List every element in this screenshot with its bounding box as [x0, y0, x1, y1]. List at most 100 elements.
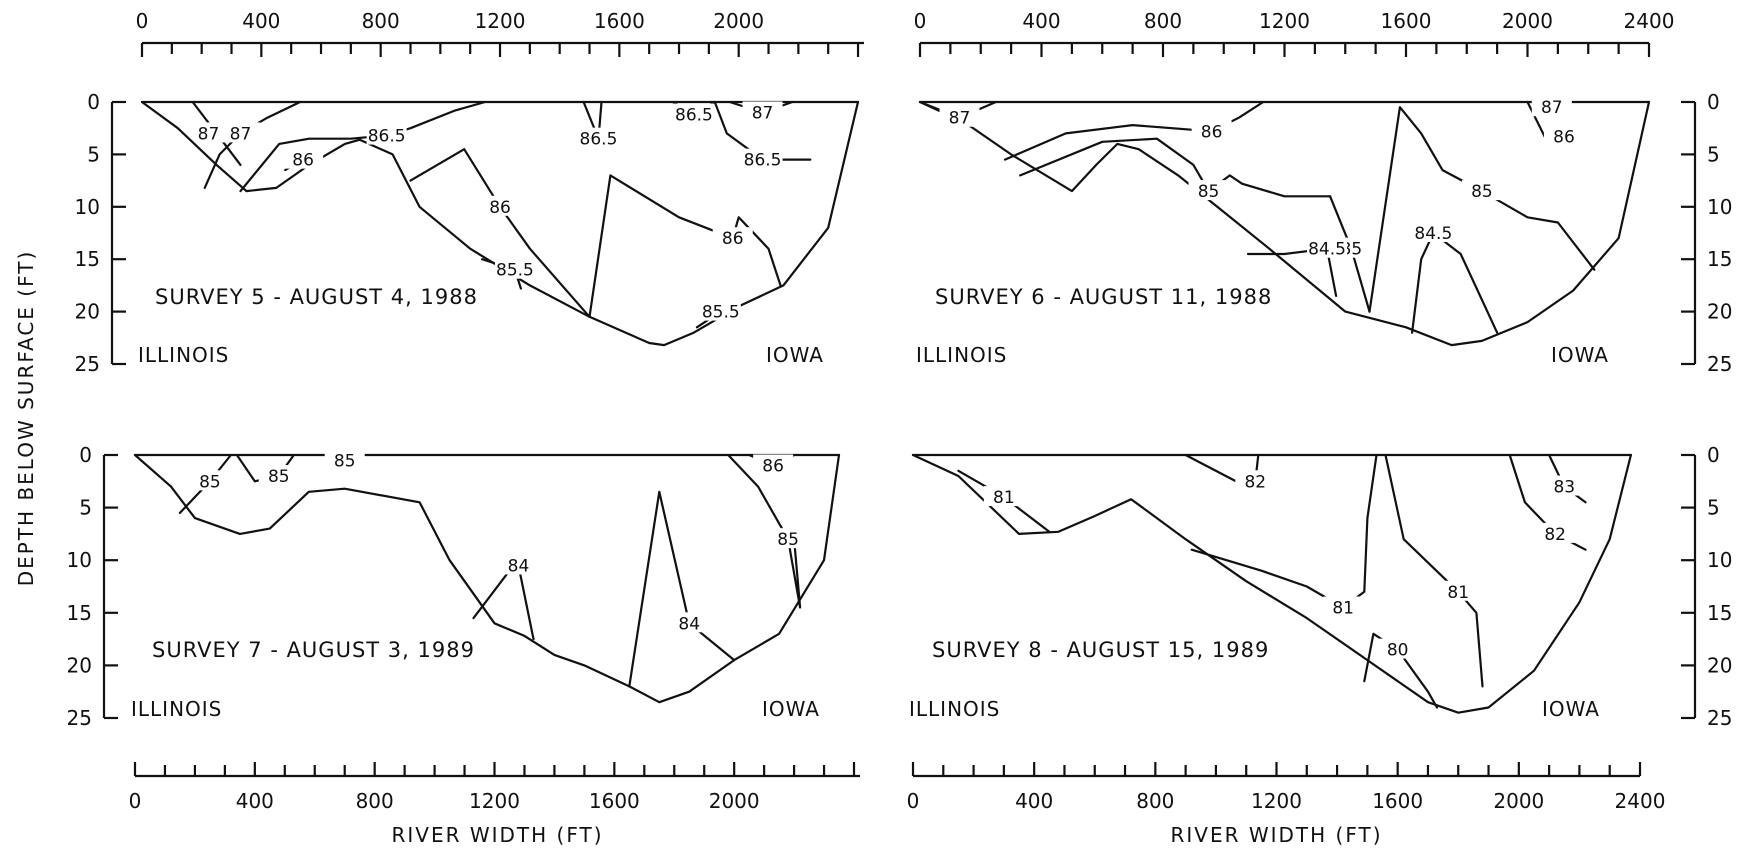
- isotherm-label: 84.5: [1308, 240, 1346, 260]
- x-tick-label: 1200: [1259, 9, 1310, 33]
- y-tick-label: 10: [1707, 548, 1732, 572]
- isotherm-label-backdrop: [220, 122, 261, 143]
- survey-title: SURVEY 8 - AUGUST 15, 1989: [932, 638, 1269, 662]
- y-axis-title: DEPTH BELOW SURFACE (FT): [14, 250, 38, 587]
- x-tick-label: 2400: [1615, 789, 1666, 813]
- isotherm-label-backdrop: [1535, 522, 1576, 543]
- isotherm-label-backdrop: [1438, 580, 1479, 601]
- y-tick-label: 0: [79, 443, 92, 467]
- isotherm-label-backdrop: [753, 454, 794, 475]
- isotherm-label-backdrop: [498, 554, 539, 575]
- y-tick-label: 10: [67, 548, 92, 572]
- y-tick-label: 25: [1707, 706, 1732, 730]
- x-tick-label: 2000: [709, 789, 760, 813]
- river-bed-profile: [133, 453, 841, 704]
- isotherm-label-backdrop: [324, 449, 365, 470]
- isotherm-label-backdrop: [1191, 120, 1232, 141]
- isotherm-label-backdrop: [578, 127, 619, 148]
- isotherm-label: 87: [949, 109, 971, 129]
- isotherm-label: 85: [777, 530, 799, 550]
- y-tick-label: 5: [79, 496, 92, 520]
- isotherm-label: 85.5: [496, 261, 534, 281]
- isotherm-label: 85.5: [702, 303, 740, 323]
- isotherm-label: 86.5: [744, 151, 782, 171]
- river-bed-profile: [918, 100, 1651, 347]
- isotherm-label: 81: [993, 488, 1015, 508]
- x-tick-label: 800: [356, 789, 394, 813]
- isotherm-line: [1003, 100, 1265, 161]
- left-bank-label: ILLINOIS: [138, 343, 229, 367]
- isotherm-label: 87: [230, 124, 252, 144]
- isotherm-label: 83: [1553, 478, 1575, 498]
- isotherm-label: 86: [1201, 122, 1223, 142]
- x-tick-label: 1200: [1251, 789, 1302, 813]
- y-tick-label: 25: [75, 352, 100, 376]
- isotherm-label: 86.5: [368, 127, 406, 147]
- x-tick-label: 1600: [589, 789, 640, 813]
- isotherm-label: 86: [1553, 128, 1575, 148]
- isotherm-label-backdrop: [1543, 125, 1584, 146]
- isotherm-label-backdrop: [700, 300, 741, 321]
- x-tick-label: 2400: [1624, 9, 1675, 33]
- y-tick-label: 25: [67, 706, 92, 730]
- y-tick-label: 25: [1707, 352, 1732, 376]
- isotherm-label: 86.5: [580, 130, 618, 150]
- y-tick-label: 10: [1707, 195, 1732, 219]
- right-bank-label: IOWA: [1542, 697, 1600, 721]
- isotherm-line: [1190, 453, 1378, 609]
- y-tick-label: 0: [1707, 90, 1720, 114]
- x-tick-label: 1600: [1372, 789, 1423, 813]
- isotherm-line: [628, 490, 736, 688]
- isotherm-label-backdrop: [189, 470, 230, 491]
- panel-bottom-right: 0 400 800 1200 1600 2000 2400 RIVER WIDTH (FT) 0…: [907, 443, 1733, 847]
- isotherm-label-backdrop: [673, 103, 714, 124]
- isotherm-label-backdrop: [258, 465, 299, 486]
- isotherm-label-backdrop: [742, 148, 783, 169]
- x-tick-label: 2000: [1493, 789, 1544, 813]
- y-tick-label: 0: [87, 90, 100, 114]
- x-tick-label: 0: [129, 789, 142, 813]
- x-tick-label: 800: [1144, 9, 1182, 33]
- right-bank-label: IOWA: [766, 343, 824, 367]
- survey-title: SURVEY 6 - AUGUST 11, 1988: [935, 285, 1272, 309]
- isotherm-label-backdrop: [1235, 470, 1276, 491]
- y-tick-label: 15: [1707, 601, 1732, 625]
- isotherm-label-backdrop: [712, 227, 753, 248]
- isotherm-label-backdrop: [480, 195, 521, 216]
- isotherm-label-backdrop: [366, 124, 407, 145]
- y-tick-label: 5: [1707, 496, 1720, 520]
- isotherm-line: [1410, 231, 1499, 334]
- isotherm-label-backdrop: [1544, 475, 1585, 496]
- isotherm-label-backdrop: [768, 528, 809, 549]
- x-tick-label: 1600: [594, 9, 645, 33]
- isotherm-label: 84: [508, 556, 530, 576]
- isotherm-label: 85: [1471, 182, 1493, 202]
- isotherm-label-backdrop: [1377, 638, 1418, 659]
- isotherm-label: 85: [334, 451, 356, 471]
- isotherm-label-backdrop: [939, 106, 980, 127]
- isotherm-label-backdrop: [283, 148, 324, 169]
- isotherm-label: 87: [752, 103, 774, 123]
- isotherm-label-backdrop: [1461, 180, 1502, 201]
- isotherm-label-backdrop: [494, 258, 535, 279]
- y-tick-label: 0: [1707, 443, 1720, 467]
- isotherm-label: 87: [1541, 98, 1563, 118]
- isotherm-label: 82: [1544, 525, 1566, 545]
- x-tick-label: 800: [362, 9, 400, 33]
- isotherm-label: 86: [489, 198, 511, 218]
- isotherm-label: 80: [1387, 641, 1409, 661]
- isotherm-label: 85: [199, 472, 221, 492]
- left-bank-label: ILLINOIS: [909, 697, 1000, 721]
- y-tick-label: 10: [75, 195, 100, 219]
- x-tick-label: 400: [1015, 789, 1053, 813]
- right-bank-label: IOWA: [1551, 343, 1609, 367]
- y-tick-label: 15: [75, 247, 100, 271]
- x-tick-label: 0: [907, 789, 920, 813]
- isotherm-label-backdrop: [983, 486, 1024, 507]
- isotherm-label: 86: [722, 229, 744, 249]
- panel-top-right: 0 400 800 1200 1600 2000 2400 0 5 10 15 20 25 87 86 85 8…: [914, 9, 1733, 376]
- isotherm-label: 85: [268, 467, 290, 487]
- isotherm-line: [239, 100, 487, 193]
- y-tick-label: 15: [1707, 247, 1732, 271]
